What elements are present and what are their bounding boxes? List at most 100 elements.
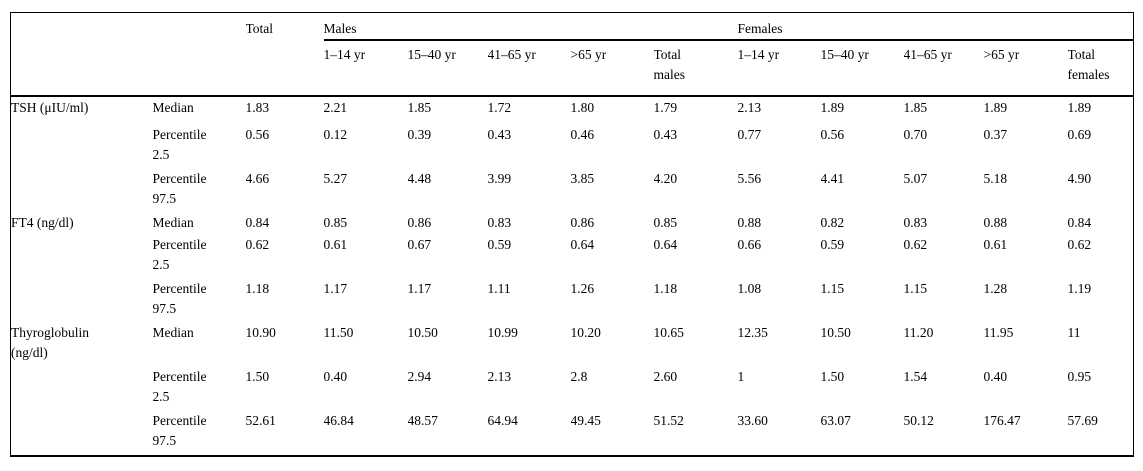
subheader-m-15-40yr: 15–40 yr <box>407 40 488 97</box>
value-cell: 10.90 <box>245 325 276 340</box>
value-cell: 0.40 <box>323 369 348 384</box>
value-cell: 2.60 <box>653 369 678 384</box>
value-cell: 52.61 <box>245 413 276 428</box>
value-cell: 0.62 <box>1067 237 1092 252</box>
value-cell: 0.46 <box>570 127 595 142</box>
value-cell: 4.90 <box>1067 171 1092 186</box>
value-cell: 0.84 <box>1067 215 1092 230</box>
value-cell: 3.99 <box>487 171 512 186</box>
value-cell: 2.8 <box>570 369 588 384</box>
group-header-females: Females <box>737 12 1134 41</box>
subheader-row: 1–14 yr 15–40 yr 41–65 yr >65 yr Total m… <box>10 40 1134 97</box>
value-cell: 0.40 <box>983 369 1008 384</box>
subheader-f-over65yr: >65 yr <box>983 40 1068 97</box>
value-cell: 1.89 <box>983 100 1008 115</box>
value-cell: 1.85 <box>407 100 432 115</box>
stub-spacer <box>11 13 246 41</box>
value-cell: 4.41 <box>820 171 845 186</box>
value-cell: 33.60 <box>737 413 768 428</box>
data-row-ft4-p97-5: Percentile 97.5 1.18 1.17 1.17 1.11 1.26… <box>11 278 1134 322</box>
value-cell: 0.43 <box>487 127 512 142</box>
value-cell: 0.69 <box>1067 127 1092 142</box>
group-header-males: Males <box>323 12 738 41</box>
value-cell: 1.85 <box>903 100 928 115</box>
value-cell: 0.56 <box>820 127 845 142</box>
value-cell: 0.88 <box>737 215 762 230</box>
subheader-total-males: Total males <box>653 40 738 97</box>
value-cell: 5.07 <box>903 171 928 186</box>
value-cell: 0.95 <box>1067 369 1092 384</box>
value-cell: 1.83 <box>245 100 270 115</box>
value-cell: 1.17 <box>323 281 348 296</box>
reference-values-table-wrap: Total Males Females 1–14 yr 15–40 yr 41–… <box>10 12 1135 457</box>
value-cell: 10.50 <box>820 325 851 340</box>
analyte-cell: Thyroglobulin (ng/dl) <box>11 325 89 360</box>
value-cell: 1.50 <box>245 369 270 384</box>
value-cell: 1.79 <box>653 100 678 115</box>
value-cell: 0.56 <box>245 127 270 142</box>
value-cell: 1.15 <box>903 281 928 296</box>
value-cell: 1.18 <box>653 281 678 296</box>
value-cell: 1.89 <box>1067 100 1092 115</box>
value-cell: 176.47 <box>983 413 1021 428</box>
value-cell: 1.50 <box>820 369 845 384</box>
analyte-cell: TSH (μIU/ml) <box>11 100 89 115</box>
value-cell: 0.86 <box>407 215 432 230</box>
value-cell: 2.13 <box>487 369 512 384</box>
value-cell: 0.67 <box>407 237 432 252</box>
stub-spacer <box>10 40 153 97</box>
value-cell: 11.95 <box>983 325 1014 340</box>
subheader-m-over65yr: >65 yr <box>570 40 654 97</box>
value-cell: 0.12 <box>323 127 348 142</box>
value-cell: 3.85 <box>570 171 595 186</box>
value-cell: 2.94 <box>407 369 432 384</box>
value-cell: 1.28 <box>983 281 1008 296</box>
value-cell: 5.18 <box>983 171 1008 186</box>
value-cell: 11.20 <box>903 325 934 340</box>
value-cell: 10.50 <box>407 325 438 340</box>
stat-cell: Percentile 97.5 <box>152 413 207 448</box>
value-cell: 1.72 <box>487 100 512 115</box>
value-cell: 48.57 <box>407 413 438 428</box>
value-cell: 0.83 <box>903 215 928 230</box>
value-cell: 0.82 <box>820 215 845 230</box>
data-row-thyroglobulin-p97-5: Percentile 97.5 52.61 46.84 48.57 64.94 … <box>11 410 1134 456</box>
value-cell: 0.59 <box>487 237 512 252</box>
data-row-tsh-p2-5: Percentile 2.5 0.56 0.12 0.39 0.43 0.46 … <box>11 124 1134 168</box>
value-cell: 50.12 <box>903 413 934 428</box>
stub-spacer <box>245 40 324 97</box>
stat-cell: Percentile 97.5 <box>152 171 207 206</box>
value-cell: 0.70 <box>903 127 928 142</box>
analyte-cell <box>11 168 153 212</box>
analyte-cell <box>11 234 153 278</box>
analyte-cell <box>11 124 153 168</box>
value-cell: 5.56 <box>737 171 762 186</box>
value-cell: 0.64 <box>570 237 595 252</box>
value-cell: 1.18 <box>245 281 270 296</box>
stat-cell: Percentile 2.5 <box>152 127 207 162</box>
value-cell: 1.54 <box>903 369 928 384</box>
value-cell: 0.64 <box>653 237 678 252</box>
value-cell: 0.59 <box>820 237 845 252</box>
value-cell: 57.69 <box>1067 413 1098 428</box>
value-cell: 4.48 <box>407 171 432 186</box>
subheader-m-1-14yr: 1–14 yr <box>323 40 408 97</box>
subheader-f-15-40yr: 15–40 yr <box>820 40 904 97</box>
subheader-f-41-65yr: 41–65 yr <box>903 40 984 97</box>
value-cell: 1.89 <box>820 100 845 115</box>
value-cell: 0.39 <box>407 127 432 142</box>
stat-cell: Percentile 2.5 <box>152 237 207 272</box>
stat-cell: Percentile 97.5 <box>152 281 207 316</box>
value-cell: 0.86 <box>570 215 595 230</box>
stat-cell: Median <box>152 325 194 340</box>
value-cell: 0.83 <box>487 215 512 230</box>
analyte-cell <box>11 366 153 410</box>
reference-values-table: Total Males Females 1–14 yr 15–40 yr 41–… <box>10 12 1135 457</box>
value-cell: 12.35 <box>737 325 768 340</box>
data-row-ft4-median: FT4 (ng/dl) Median 0.84 0.85 0.86 0.83 0… <box>11 212 1134 234</box>
value-cell: 10.99 <box>487 325 518 340</box>
value-cell: 0.66 <box>737 237 762 252</box>
value-cell: 46.84 <box>323 413 354 428</box>
value-cell: 4.66 <box>245 171 270 186</box>
